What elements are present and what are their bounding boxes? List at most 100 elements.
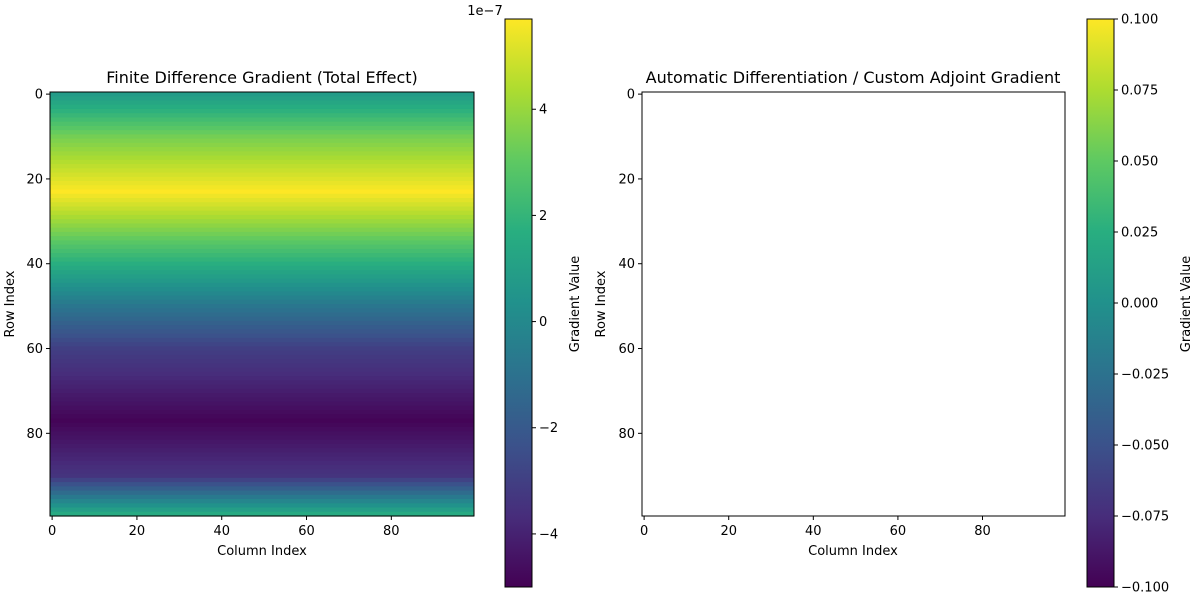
heatmap-row (50, 291, 474, 297)
heatmap-row (50, 333, 474, 339)
heatmap-row (50, 202, 474, 208)
heatmap-row (50, 473, 474, 479)
left-panel: Finite Difference Gradient (Total Effect… (3, 68, 475, 559)
heatmap-row (50, 308, 474, 314)
colorbar-tick-label: −0.050 (1121, 439, 1169, 454)
heatmap-row (50, 393, 474, 398)
heatmap-row (50, 236, 474, 241)
heatmap-row (50, 168, 474, 174)
heatmap-row (50, 435, 474, 441)
x-tick-label: 0 (48, 524, 56, 539)
heatmap-row (50, 117, 474, 123)
heatmap-row (50, 418, 474, 424)
heatmap-row (50, 261, 474, 267)
x-tick-label: 60 (298, 524, 315, 539)
left-colorbar: −4 −2 0 2 4 1e−7 Gradient Value (467, 4, 583, 588)
heatmap-row (50, 507, 474, 513)
y-tick-label: 80 (618, 427, 635, 442)
heatmap-row (50, 104, 474, 110)
y-tick-label: 40 (26, 257, 43, 272)
colorbar-tick-label: 2 (539, 209, 547, 224)
heatmap-row (50, 108, 474, 114)
heatmap-row (50, 100, 474, 106)
heatmap-row (50, 499, 474, 504)
heatmap-row (50, 431, 474, 437)
right-colorbar: −0.100 −0.075 −0.050 −0.025 0.000 0.025 0.050 0… (1086, 13, 1194, 596)
heatmap-row (50, 350, 474, 356)
y-tick-label: 60 (618, 342, 635, 357)
colorbar-tick-label: 0 (539, 315, 547, 330)
heatmap-row (50, 384, 474, 390)
heatmap-row (50, 270, 474, 275)
x-tick-label: 40 (213, 524, 230, 539)
x-tick-label: 20 (720, 524, 737, 539)
y-tick-label: 20 (26, 172, 43, 187)
heatmap-row (50, 329, 474, 335)
heatmap-row (50, 206, 474, 212)
heatmap-row (50, 214, 474, 220)
heatmap-row (50, 426, 474, 432)
heatmap-row (50, 142, 474, 148)
heatmap-row (50, 219, 474, 225)
heatmap-row (50, 376, 474, 381)
heatmap-row (50, 397, 474, 403)
colorbar-tick-label: 0.025 (1121, 226, 1158, 241)
heatmap-row (50, 448, 474, 453)
right-y-axis-label: Row Index (594, 270, 609, 337)
heatmap-row (50, 134, 474, 140)
heatmap-row (50, 147, 474, 152)
colorbar-tick-label: −0.025 (1121, 368, 1169, 383)
heatmap-row (50, 223, 474, 229)
heatmap-row (50, 287, 474, 292)
heatmap-row (50, 443, 474, 449)
left-y-ticks: 0 20 40 60 80 (26, 88, 50, 442)
heatmap-row (50, 354, 474, 360)
left-heatmap (50, 92, 474, 517)
heatmap-row (50, 422, 474, 428)
x-tick-label: 80 (974, 524, 991, 539)
heatmap-row (50, 125, 474, 131)
x-tick-label: 40 (805, 524, 822, 539)
heatmap-row (50, 401, 474, 407)
heatmap-row (50, 274, 474, 280)
heatmap-row (50, 456, 474, 462)
heatmap-row (50, 295, 474, 301)
heatmap-row (50, 278, 474, 284)
heatmap-row (50, 257, 474, 263)
heatmap-row (50, 503, 474, 509)
left-colorbar-label: Gradient Value (568, 256, 583, 352)
heatmap-row (50, 189, 474, 195)
heatmap-row (50, 312, 474, 318)
heatmap-row (50, 172, 474, 178)
heatmap-row (50, 164, 474, 169)
colorbar-tick-label: 0.075 (1121, 84, 1158, 99)
heatmap-row (50, 367, 474, 373)
heatmap-row (50, 320, 474, 326)
right-chart-title: Automatic Differentiation / Custom Adjoi… (646, 68, 1061, 87)
left-x-axis-label: Column Index (217, 544, 307, 559)
heatmap-row (50, 465, 474, 470)
colorbar-tick-label: 4 (539, 103, 547, 118)
heatmap-row (50, 380, 474, 386)
heatmap-row (50, 231, 474, 237)
heatmap-row (50, 185, 474, 191)
colorbar-tick-label: 0.050 (1121, 155, 1158, 170)
right-plot-frame (641, 91, 1066, 517)
right-x-axis-label: Column Index (808, 544, 898, 559)
heatmap-row (50, 130, 474, 135)
heatmap-row (50, 253, 474, 258)
heatmap-row (50, 405, 474, 411)
heatmap-row (50, 113, 474, 119)
heatmap-row (50, 460, 474, 466)
heatmap-row (50, 155, 474, 161)
y-tick-label: 80 (26, 427, 43, 442)
heatmap-row (50, 414, 474, 420)
right-y-ticks: 0 20 40 60 80 (618, 88, 642, 442)
heatmap-row (50, 342, 474, 347)
colorbar-tick-label: −0.075 (1121, 510, 1169, 525)
left-x-ticks: 0 20 40 60 80 (48, 516, 400, 539)
heatmap-row (50, 96, 474, 102)
heatmap-row (50, 363, 474, 369)
y-tick-label: 40 (618, 257, 635, 272)
